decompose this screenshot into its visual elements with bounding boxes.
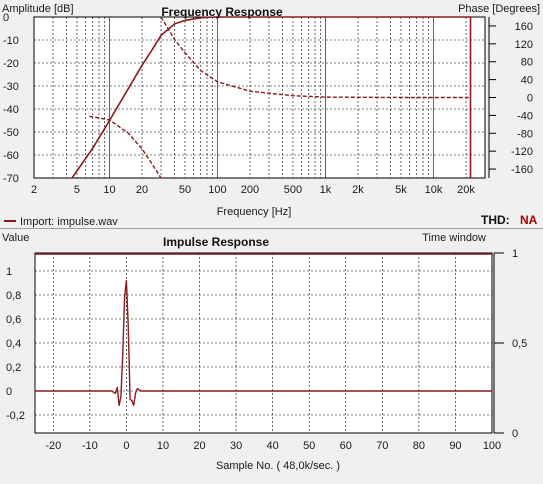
impulse-x-tick-label: 70 (376, 440, 388, 452)
freq-x-tick-label: 1k (320, 184, 332, 196)
phase-tick-label: 40 (521, 75, 533, 87)
impulse-y-tick-label: 0,8 (6, 290, 21, 302)
freq-x-tick-label: 200 (241, 184, 259, 196)
impulse-x-tick-label: 20 (193, 440, 205, 452)
impulse-x-tick-label: -20 (45, 440, 61, 452)
freq-x-tick-label: 10 (103, 184, 115, 196)
amplitude-axis-label: Amplitude [dB] (2, 3, 74, 15)
time-window-tick-label: 0,5 (512, 338, 527, 350)
freq-traces (71, 16, 472, 179)
impulse-traces (35, 253, 492, 407)
phase-tick-label: 160 (515, 21, 533, 33)
phase-trace (160, 16, 471, 99)
phase-trace (89, 115, 162, 179)
time-window-axis-label: Time window (422, 232, 486, 244)
phase-tick-label: -40 (517, 110, 533, 122)
phase-axis-label: Phase [Degrees] (458, 3, 540, 15)
freq-chart-title: Frequency Response (161, 5, 283, 19)
impulse-y-tick-label: 0,6 (6, 314, 21, 326)
impulse-x-tick-label: 0 (123, 440, 129, 452)
amplitude-tick-label: -30 (3, 81, 19, 93)
impulse-x-tick-label: 90 (449, 440, 461, 452)
phase-tick-label: 0 (527, 93, 533, 105)
phase-tick-label: 80 (521, 57, 533, 69)
phase-tick-label: -120 (511, 146, 533, 158)
value-axis-label: Value (2, 232, 29, 244)
freq-x-tick-label: 500 (284, 184, 302, 196)
impulse-x-tick-label: 10 (157, 440, 169, 452)
amplitude-tick-label: -70 (3, 173, 19, 185)
impulse-y-tick-label: 1 (6, 266, 12, 278)
impulse-x-tick-label: 50 (303, 440, 315, 452)
impulse-y-tick-label: -0,2 (6, 410, 25, 422)
impulse-trace (35, 279, 492, 407)
impulse-grid (35, 253, 493, 433)
time-window-tick-label: 1 (512, 248, 518, 260)
freq-x-tick-label: 2 (31, 184, 37, 196)
impulse-x-tick-label: -10 (82, 440, 98, 452)
phase-tick-label: -160 (511, 164, 533, 176)
impulse-y-tick-label: 0,4 (6, 338, 21, 350)
legend-entry[interactable]: Import: impulse.wav (20, 216, 118, 228)
impulse-x-tick-label: 100 (483, 440, 501, 452)
freq-x-tick-label: 100 (208, 184, 226, 196)
amplitude-tick-label: -10 (3, 35, 19, 47)
freq-x-tick-label: 5 (74, 184, 80, 196)
time-window-tick-label: 0 (512, 428, 518, 440)
thd-value: NA (520, 213, 538, 227)
impulse-x-axis-label: Sample No. ( 48,0k/sec. ) (216, 460, 340, 472)
impulse-tick-labels: -20 -10 0 10 20 30 40 50 60 70 80 90 10010,80,60,40,… (6, 248, 527, 452)
phase-tick-label: -80 (517, 128, 533, 140)
impulse-y-tick-label: 0 (6, 386, 12, 398)
amplitude-tick-label: -20 (3, 58, 19, 70)
amplitude-trace (71, 16, 472, 179)
impulse-x-tick-label: 40 (267, 440, 279, 452)
impulse-x-tick-label: 60 (340, 440, 352, 452)
freq-x-tick-label: 50 (179, 184, 191, 196)
phase-tick-label: 120 (515, 39, 533, 51)
amplitude-tick-label: -50 (3, 127, 19, 139)
freq-x-tick-label: 5k (395, 184, 407, 196)
freq-x-tick-label: 10k (425, 184, 443, 196)
amplitude-tick-label: 0 (3, 12, 9, 24)
freq-x-axis-label: Frequency [Hz] (217, 206, 292, 218)
amplitude-tick-label: -60 (3, 150, 19, 162)
amplitude-tick-label: -40 (3, 104, 19, 116)
freq-x-tick-label: 20 (136, 184, 148, 196)
freq-plot-area[interactable] (33, 16, 486, 179)
impulse-chart-title: Impulse Response (163, 235, 269, 249)
freq-x-tick-label: 2k (352, 184, 364, 196)
impulse-y-tick-label: 0,2 (6, 362, 21, 374)
thd-label: THD: (481, 213, 510, 227)
freq-tick-labels: 2 5 10 20 50 100 200 500 1k 2k 5k 10k 20k 0 -10 -20 -30 -… (3, 12, 533, 196)
impulse-x-tick-label: 30 (230, 440, 242, 452)
freq-x-tick-label: 20k (457, 184, 475, 196)
impulse-x-tick-label: 80 (413, 440, 425, 452)
